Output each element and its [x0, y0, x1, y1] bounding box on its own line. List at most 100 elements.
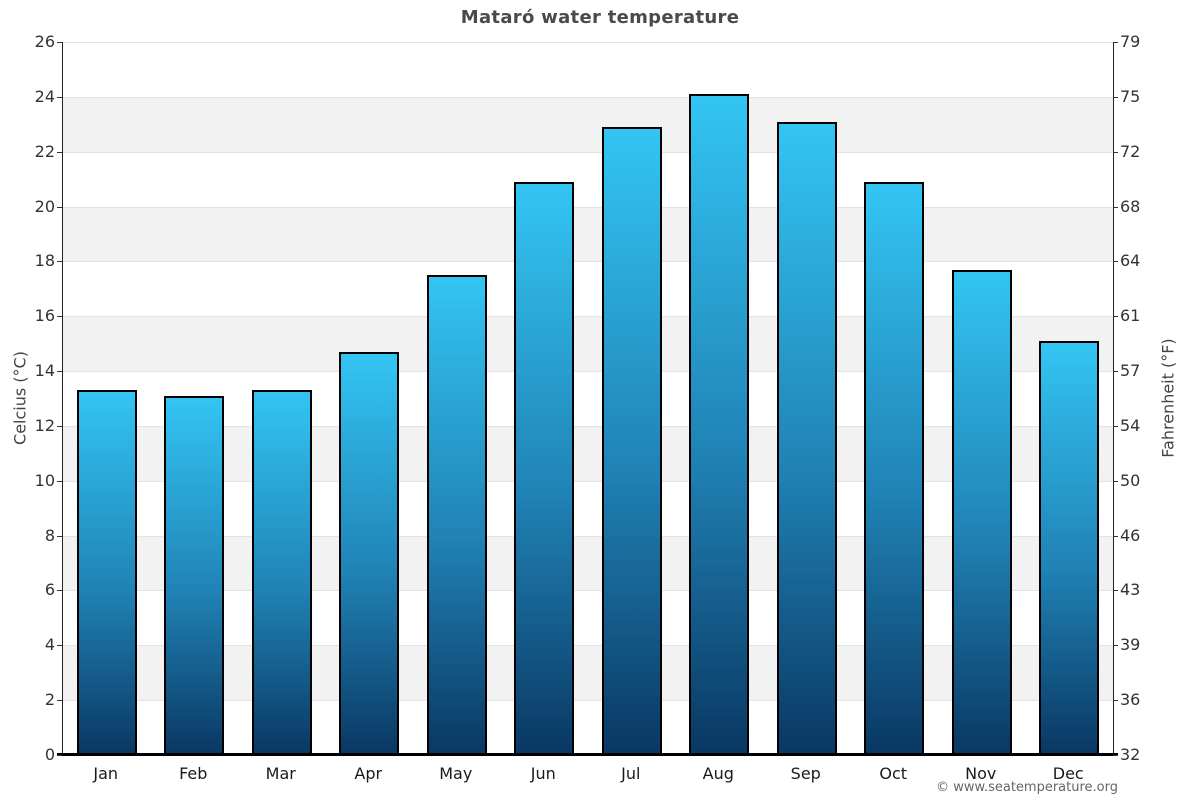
tick-mark-right [1113, 645, 1118, 647]
grid-band [63, 480, 1113, 536]
y-tick-label-fahrenheit: 54 [1120, 415, 1141, 435]
y-tick-label-celsius: 8 [44, 525, 55, 545]
gridline [63, 151, 1113, 153]
gridline [63, 425, 1113, 427]
x-tick-label-feb: Feb [179, 764, 208, 783]
gridline [63, 206, 1113, 208]
tick-mark-left [57, 206, 62, 208]
y-tick-label-celsius: 4 [44, 635, 55, 655]
x-tick-label-jul: Jul [621, 764, 641, 783]
x-tick-label-sep: Sep [790, 764, 821, 783]
y-tick-label-fahrenheit: 64 [1120, 251, 1141, 271]
grid-band [63, 371, 1113, 426]
tick-mark-left [57, 371, 62, 373]
gridline [63, 645, 1113, 647]
y-tick-label-celsius: 22 [34, 141, 55, 161]
y-tick-label-fahrenheit: 46 [1120, 525, 1141, 545]
bar-may [426, 275, 487, 755]
tick-mark-right [1113, 590, 1118, 592]
tick-mark-right [1113, 425, 1118, 427]
x-tick-label-may: May [439, 764, 473, 783]
tick-mark-right [1113, 206, 1118, 208]
bar-jul [601, 127, 662, 755]
grid-band [63, 42, 1113, 97]
y-tick-label-celsius: 0 [44, 745, 55, 764]
y-tick-label-fahrenheit: 79 [1120, 32, 1141, 51]
grid-band [63, 590, 1113, 646]
bar-aug [689, 94, 750, 755]
y-tick-label-fahrenheit: 50 [1120, 470, 1141, 490]
y-tick-label-fahrenheit: 75 [1120, 86, 1141, 106]
gridline [63, 96, 1113, 98]
gridline [63, 371, 1113, 373]
grid-band [63, 535, 1113, 591]
y-tick-label-celsius: 12 [34, 415, 55, 435]
y-tick-label-celsius: 16 [34, 306, 55, 326]
tick-mark-left [57, 700, 62, 702]
gridline [63, 316, 1113, 318]
grid-band [63, 151, 1113, 207]
bar-jan [76, 390, 137, 755]
bar-nov [951, 270, 1012, 755]
tick-mark-left [57, 535, 62, 537]
tick-mark-left [57, 645, 62, 647]
grid-band [63, 316, 1113, 372]
chart-title: Mataró water temperature [460, 7, 740, 28]
y-tick-label-fahrenheit: 36 [1120, 690, 1141, 710]
gridline [63, 535, 1113, 537]
y-tick-label-fahrenheit: 43 [1120, 580, 1141, 600]
bar-feb [164, 396, 225, 755]
y-tick-label-celsius: 18 [34, 251, 55, 271]
tick-mark-left [57, 42, 62, 43]
y-tick-label-celsius: 26 [34, 32, 55, 51]
y-tick-label-celsius: 2 [44, 690, 55, 710]
bar-mar [251, 390, 312, 755]
tick-mark-right [1113, 42, 1118, 43]
tick-mark-right [1113, 151, 1118, 153]
tick-mark-left [57, 755, 62, 756]
bar-oct [864, 182, 925, 755]
gridline [63, 42, 1113, 43]
bar-jun [514, 182, 575, 755]
tick-mark-left [57, 590, 62, 592]
tick-mark-left [57, 261, 62, 263]
x-axis-line [57, 753, 1118, 756]
tick-mark-right [1113, 700, 1118, 702]
plot-area [62, 42, 1114, 755]
tick-mark-left [57, 425, 62, 427]
x-tick-label-oct: Oct [879, 764, 908, 783]
tick-mark-left [57, 151, 62, 153]
x-tick-label-aug: Aug [702, 764, 734, 783]
gridline [63, 700, 1113, 702]
y-axis-title-left: Celcius (°C) [10, 351, 30, 445]
y-tick-label-fahrenheit: 39 [1120, 635, 1141, 655]
grid-band [63, 425, 1113, 481]
tick-mark-right [1113, 261, 1118, 263]
grid-band [63, 206, 1113, 262]
y-tick-label-celsius: 10 [34, 470, 55, 490]
y-tick-label-fahrenheit: 72 [1120, 141, 1141, 161]
tick-mark-right [1113, 535, 1118, 537]
tick-mark-right [1113, 316, 1118, 318]
bar-sep [776, 122, 837, 755]
gridline [63, 261, 1113, 263]
y-tick-label-celsius: 20 [34, 196, 55, 216]
gridline [63, 590, 1113, 592]
x-tick-label-dec: Dec [1052, 764, 1084, 783]
bar-dec [1039, 341, 1100, 755]
grid-band [63, 700, 1113, 755]
gridline [63, 480, 1113, 482]
y-axis-title-right: Fahrenheit (°F) [1158, 338, 1178, 458]
x-tick-label-jun: Jun [530, 764, 556, 783]
y-tick-label-celsius: 14 [34, 361, 55, 381]
x-tick-label-jan: Jan [93, 764, 119, 783]
y-tick-label-fahrenheit: 61 [1120, 306, 1141, 326]
tick-mark-left [57, 316, 62, 318]
grid-band [63, 645, 1113, 701]
copyright-text: © www.seatemperature.org [936, 780, 1118, 795]
y-tick-label-celsius: 6 [44, 580, 55, 600]
x-tick-label-mar: Mar [265, 764, 296, 783]
tick-mark-right [1113, 480, 1118, 482]
tick-mark-right [1113, 755, 1118, 756]
y-tick-label-celsius: 24 [34, 86, 55, 106]
